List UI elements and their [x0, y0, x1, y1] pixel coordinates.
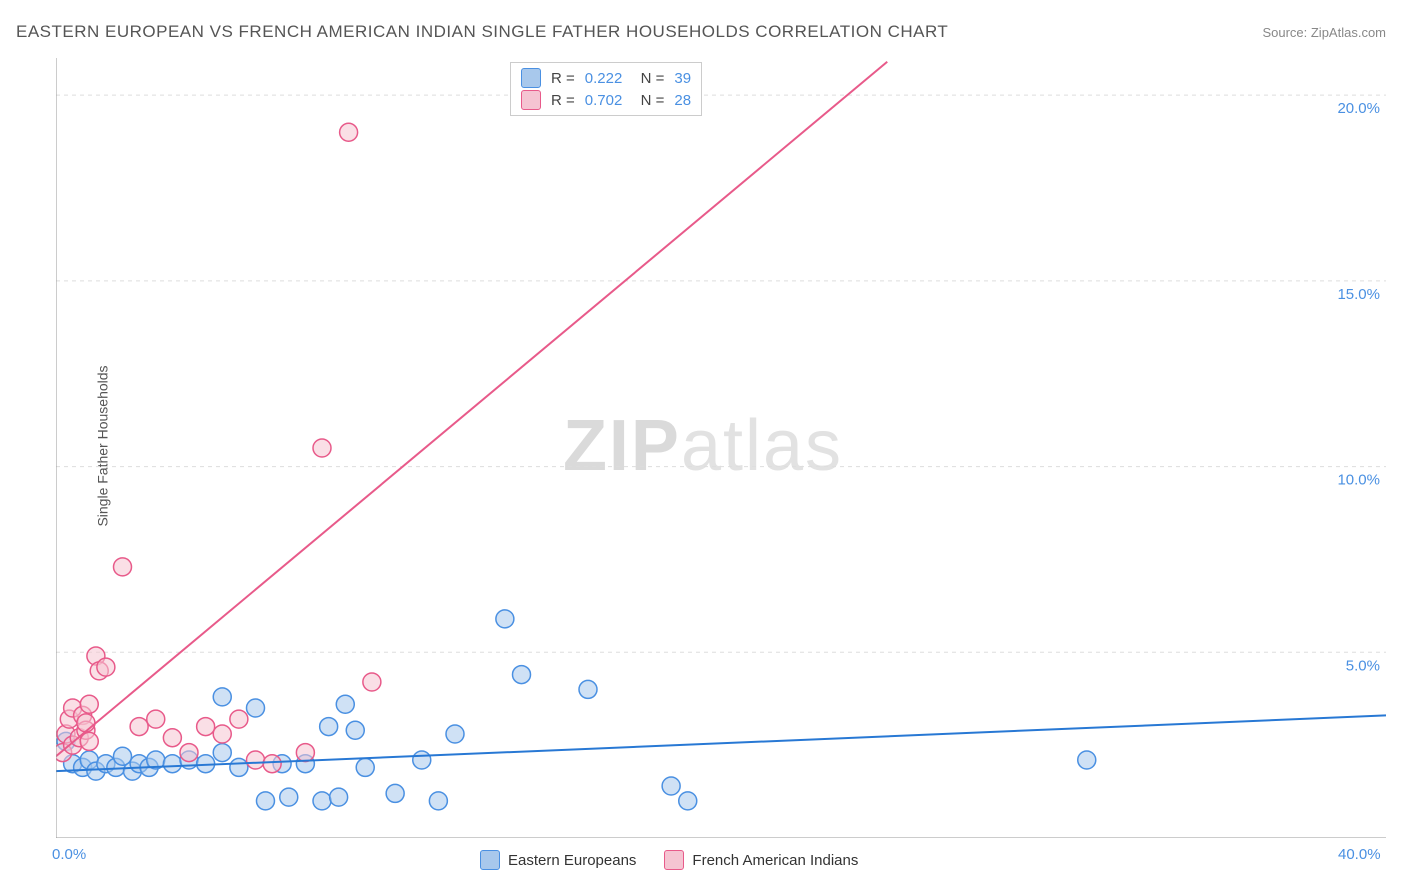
data-point	[579, 680, 597, 698]
data-point	[429, 792, 447, 810]
data-point	[230, 758, 248, 776]
data-point	[230, 710, 248, 728]
legend-swatch	[521, 90, 541, 110]
data-point	[163, 729, 181, 747]
data-point	[446, 725, 464, 743]
correlation-legend: R = 0.222 N = 39 R = 0.702 N = 28	[510, 62, 702, 116]
legend-swatch	[664, 850, 684, 870]
r-label: R =	[551, 70, 575, 87]
data-point	[320, 718, 338, 736]
y-tick-label: 10.0%	[1337, 472, 1380, 489]
data-point	[213, 744, 231, 762]
data-point	[1078, 751, 1096, 769]
data-point	[340, 123, 358, 141]
data-point	[163, 755, 181, 773]
data-point	[180, 744, 198, 762]
data-point	[97, 658, 115, 676]
data-point	[356, 758, 374, 776]
legend-item: French American Indians	[664, 850, 858, 870]
legend-swatch	[521, 68, 541, 88]
data-point	[256, 792, 274, 810]
scatter-plot: 5.0% 10.0% 15.0% 20.0%	[56, 58, 1386, 838]
legend-row: R = 0.702 N = 28	[521, 89, 691, 111]
legend-item: Eastern Europeans	[480, 850, 636, 870]
r-label: R =	[551, 92, 575, 109]
data-point	[336, 695, 354, 713]
data-point	[513, 666, 531, 684]
series-legend: Eastern Europeans French American Indians	[480, 850, 858, 870]
n-label: N =	[632, 70, 664, 87]
data-point	[80, 732, 98, 750]
data-point	[679, 792, 697, 810]
data-point	[114, 558, 132, 576]
chart-title: EASTERN EUROPEAN VS FRENCH AMERICAN INDI…	[16, 22, 948, 42]
trend-lines	[56, 62, 1386, 771]
data-point	[147, 710, 165, 728]
source-label: Source: ZipAtlas.com	[1262, 25, 1386, 40]
data-point	[247, 699, 265, 717]
tick-labels: 5.0% 10.0% 15.0% 20.0%	[1337, 100, 1380, 674]
r-value: 0.702	[585, 92, 623, 109]
data-point	[296, 744, 314, 762]
data-point	[80, 695, 98, 713]
legend-row: R = 0.222 N = 39	[521, 67, 691, 89]
n-value: 39	[674, 70, 691, 87]
data-point	[213, 725, 231, 743]
data-point	[313, 792, 331, 810]
data-point	[213, 688, 231, 706]
data-point	[313, 439, 331, 457]
n-label: N =	[632, 92, 664, 109]
r-value: 0.222	[585, 70, 623, 87]
data-point	[247, 751, 265, 769]
y-tick-label: 15.0%	[1337, 286, 1380, 303]
n-value: 28	[674, 92, 691, 109]
data-point	[280, 788, 298, 806]
trend-line	[56, 715, 1386, 771]
data-point	[330, 788, 348, 806]
data-point	[662, 777, 680, 795]
x-tick-label: 40.0%	[1338, 846, 1381, 863]
grid	[56, 95, 1386, 652]
data-point	[363, 673, 381, 691]
data-point	[130, 718, 148, 736]
legend-label: French American Indians	[692, 852, 858, 869]
data-point	[496, 610, 514, 628]
data-point	[413, 751, 431, 769]
x-tick-label: 0.0%	[52, 846, 86, 863]
data-point	[346, 721, 364, 739]
data-point	[197, 718, 215, 736]
data-point	[386, 784, 404, 802]
legend-swatch	[480, 850, 500, 870]
y-tick-label: 5.0%	[1346, 657, 1380, 674]
data-point	[263, 755, 281, 773]
y-tick-label: 20.0%	[1337, 100, 1380, 117]
data-point	[77, 714, 95, 732]
legend-label: Eastern Europeans	[508, 852, 636, 869]
